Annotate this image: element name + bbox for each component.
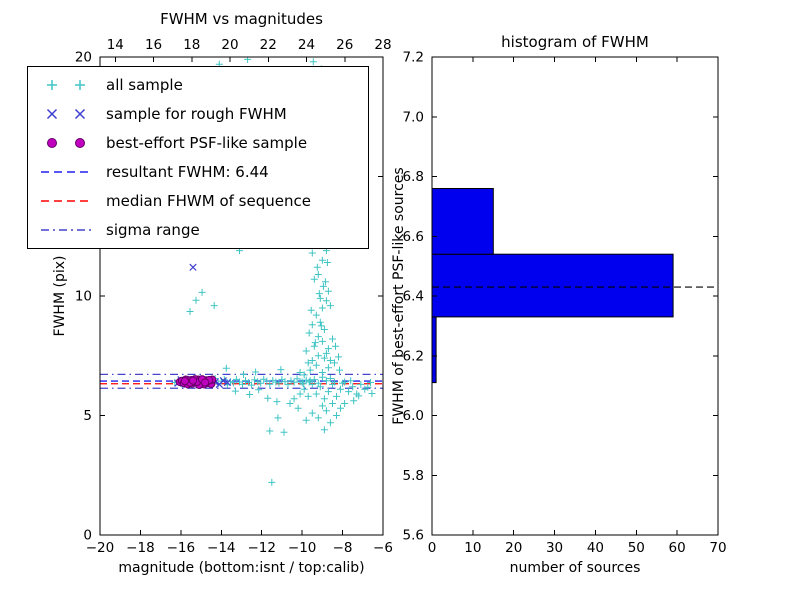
left-plot-title: FWHM vs magnitudes: [160, 10, 323, 28]
left-top-tick-label: 26: [336, 37, 353, 53]
legend-line-swatch: [41, 199, 91, 202]
right-x-tick-label: 70: [709, 540, 726, 556]
left-x-tick-label: −14: [207, 540, 236, 556]
legend-line-swatch: [41, 228, 91, 231]
left-axes: −20 −18 −16 −14 −12 −10 −8 −6 14 16 18 20 22 24 26 28 0 5…: [75, 37, 393, 556]
right-y-tick-label: 7.2: [403, 50, 424, 66]
legend-label: sample for rough FWHM: [106, 105, 287, 124]
left-x-tick-label: −10: [288, 540, 317, 556]
left-top-tick-label: 18: [183, 37, 200, 53]
left-x-tick-label: −12: [247, 540, 276, 556]
right-y-tick-label: 5.6: [403, 528, 424, 544]
right-plot-xlabel: number of sources: [509, 560, 641, 576]
left-y-tick-label: 10: [75, 289, 92, 305]
left-x-tick-label: −6: [373, 540, 393, 556]
right-x-tick-label: 50: [628, 540, 645, 556]
right-plot-title: histogram of FWHM: [501, 33, 649, 51]
legend-x-marker-icon: [46, 109, 86, 120]
right-axes: 0 10 20 30 40 50 60 70 5.6 5.8 6.0 6.2 6.4 6.6 6.8 7.0 7…: [403, 50, 727, 557]
legend-circle-marker-icon: [47, 138, 85, 149]
legend-label: resultant FWHM: 6.44: [106, 162, 269, 181]
legend-line-swatch: [41, 171, 91, 173]
legend: all sample sample for rough FWHM best-effo…: [27, 66, 369, 249]
left-y-tick-label: 5: [83, 408, 92, 424]
left-plot-ylabel: FWHM (pix): [52, 255, 68, 337]
right-y-tick-label: 6.8: [403, 169, 424, 185]
left-top-tick-label: 22: [260, 37, 277, 53]
left-x-tick-label: −8: [333, 540, 353, 556]
left-top-tick-label: 28: [374, 37, 391, 53]
legend-item: best-effort PSF-like sample: [38, 132, 358, 154]
left-plot-xlabel: magnitude (bottom:isnt / top:calib): [118, 560, 365, 576]
legend-label: sigma range: [106, 220, 200, 239]
right-y-tick-label: 5.8: [403, 468, 424, 484]
left-x-tick-label: −20: [86, 540, 115, 556]
right-plot-content: [432, 188, 718, 384]
left-top-tick-label: 14: [107, 37, 124, 53]
left-y-tick-label: 20: [75, 50, 92, 66]
right-y-tick-label: 6.0: [403, 408, 424, 424]
right-x-tick-label: 60: [669, 540, 686, 556]
hist-bar-2: [432, 188, 494, 255]
legend-item: all sample: [38, 74, 358, 96]
legend-plus-marker-icon: [47, 80, 85, 91]
legend-item: resultant FWHM: 6.44: [38, 161, 358, 183]
right-plot-ylabel: FWHM of best-effort PSF-like sources: [391, 167, 407, 425]
right-x-tick-label: 30: [546, 540, 563, 556]
right-x-tick-label: 0: [428, 540, 437, 556]
left-top-tick-label: 20: [221, 37, 238, 53]
left-top-tick-label: 24: [298, 37, 315, 53]
right-y-tick-label: 6.2: [403, 348, 424, 364]
hist-bar-1: [432, 253, 674, 318]
rough-sample-points: [174, 263, 232, 389]
legend-item: sample for rough FWHM: [38, 103, 358, 125]
right-y-tick-label: 6.6: [403, 229, 424, 245]
legend-item: median FHWM of sequence: [38, 190, 358, 212]
left-y-tick-label: 0: [83, 528, 92, 544]
right-x-tick-label: 40: [587, 540, 604, 556]
hist-bar-0: [432, 316, 437, 384]
left-top-tick-label: 16: [145, 37, 162, 53]
right-x-tick-label: 10: [464, 540, 481, 556]
psf-sample-points: [175, 375, 217, 389]
right-y-tick-label: 6.4: [403, 289, 424, 305]
left-x-tick-label: −18: [126, 540, 155, 556]
legend-item: sigma range: [38, 219, 358, 241]
legend-label: all sample: [106, 76, 183, 95]
legend-label: best-effort PSF-like sample: [106, 134, 308, 153]
legend-label: median FHWM of sequence: [106, 191, 311, 210]
right-y-tick-label: 7.0: [403, 109, 424, 125]
right-x-tick-label: 20: [505, 540, 522, 556]
left-x-tick-label: −16: [167, 540, 196, 556]
